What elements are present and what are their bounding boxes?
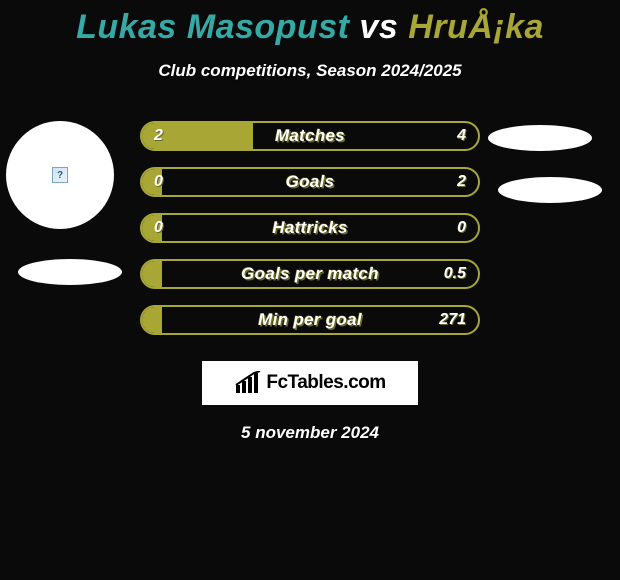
date-label: 5 november 2024: [0, 423, 620, 443]
player2-shadow: [498, 177, 602, 203]
stat-rows: 2 Matches 4 0 Goals 2 0 Hattricks 0 Goal…: [140, 121, 480, 351]
stat-right-value: 0: [457, 215, 466, 241]
stat-label: Min per goal: [142, 307, 478, 333]
player1-shadow: [18, 259, 122, 285]
player1-name: Lukas Masopust: [76, 8, 349, 46]
stat-row: 2 Matches 4: [140, 121, 480, 151]
player2-avatar: [488, 125, 592, 151]
stat-right-value: 2: [457, 169, 466, 195]
player1-avatar: [6, 121, 114, 229]
brand-text: FcTables.com: [266, 372, 385, 394]
vs-label: vs: [359, 8, 398, 46]
comparison-title: Lukas Masopust vs HruÅ¡ka: [0, 0, 620, 47]
stat-label: Goals per match: [142, 261, 478, 287]
stat-label: Goals: [142, 169, 478, 195]
stat-row: 0 Hattricks 0: [140, 213, 480, 243]
player2-name: HruÅ¡ka: [408, 8, 544, 46]
stat-right-value: 0.5: [444, 261, 466, 287]
stat-label: Matches: [142, 123, 478, 149]
brand-badge: FcTables.com: [202, 361, 418, 405]
stat-row: 0 Goals 2: [140, 167, 480, 197]
stat-row: Min per goal 271: [140, 305, 480, 335]
stat-label: Hattricks: [142, 215, 478, 241]
brand-chart-icon: [234, 371, 262, 395]
subtitle: Club competitions, Season 2024/2025: [0, 61, 620, 81]
stat-row: Goals per match 0.5: [140, 259, 480, 289]
missing-image-icon: [52, 167, 68, 183]
comparison-stage: 2 Matches 4 0 Goals 2 0 Hattricks 0 Goal…: [0, 111, 620, 351]
stat-right-value: 271: [439, 307, 466, 333]
stat-right-value: 4: [457, 123, 466, 149]
